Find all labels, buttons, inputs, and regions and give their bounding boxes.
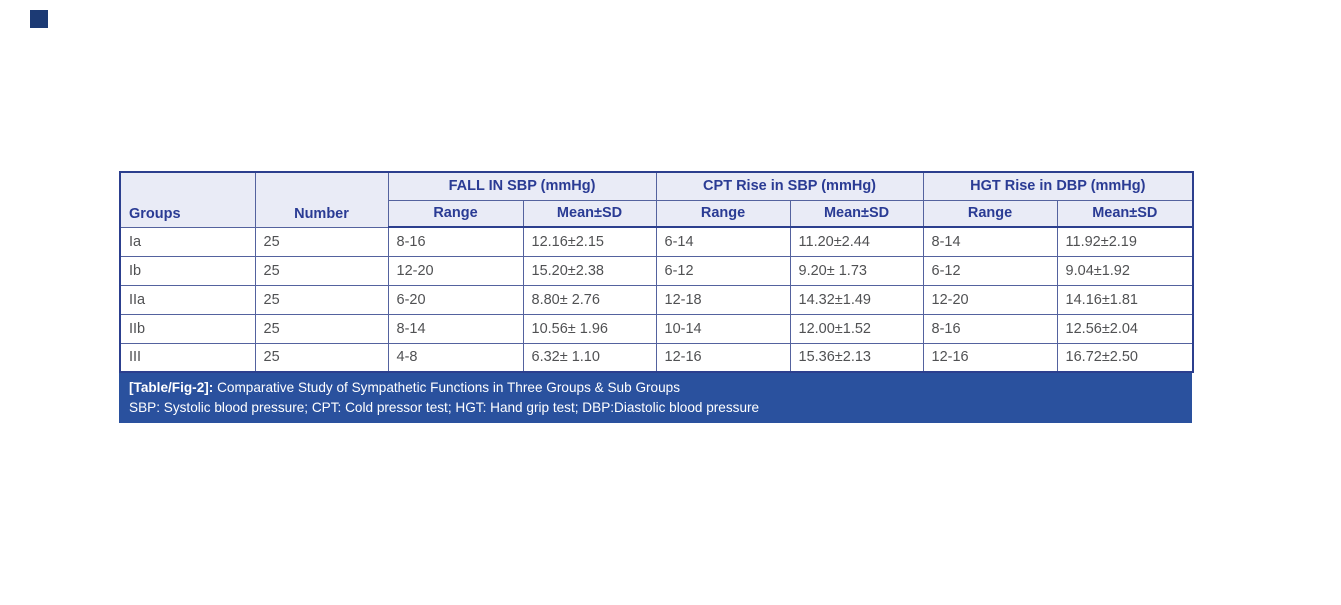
cell-hgt-mean: 9.04±1.92 [1056,255,1194,286]
cell-hgt-mean: 12.56±2.04 [1056,313,1194,344]
subheader-cpt-mean: Mean±SD [789,199,924,228]
cell-hgt-mean: 14.16±1.81 [1056,284,1194,315]
cell-hgt-range: 6-12 [922,255,1058,286]
cell-fall-mean: 15.20±2.38 [522,255,657,286]
cell-cpt-range: 6-12 [655,255,791,286]
column-group-cpt-sbp: CPT Rise in SBP (mmHg) [655,171,924,201]
cell-hgt-range: 12-16 [922,342,1058,373]
cell-cpt-range: 10-14 [655,313,791,344]
cell-cpt-mean: 14.32±1.49 [789,284,924,315]
table-row: IIb 25 8-14 10.56± 1.96 10-14 12.00±1.52… [119,313,1194,344]
cell-cpt-mean: 11.20±2.44 [789,226,924,257]
cell-fall-range: 12-20 [387,255,524,286]
table-row: Ib 25 12-20 15.20±2.38 6-12 9.20± 1.73 6… [119,255,1194,286]
cell-fall-mean: 6.32± 1.10 [522,342,657,373]
cell-number: 25 [254,313,389,344]
cell-number: 25 [254,284,389,315]
cell-group: Ib [119,255,256,286]
table-caption-bar: [Table/Fig-2]: Comparative Study of Symp… [119,373,1192,423]
sympathetic-functions-table: Groups Number FALL IN SBP (mmHg) CPT Ris… [119,171,1195,373]
cell-group: IIb [119,313,256,344]
subheader-hgt-range: Range [922,199,1058,228]
cell-fall-range: 6-20 [387,284,524,315]
cell-fall-mean: 8.80± 2.76 [522,284,657,315]
cell-fall-range: 8-14 [387,313,524,344]
cell-fall-mean: 12.16±2.15 [522,226,657,257]
cell-number: 25 [254,226,389,257]
cell-group: III [119,342,256,373]
cell-hgt-mean: 11.92±2.19 [1056,226,1194,257]
cell-cpt-mean: 9.20± 1.73 [789,255,924,286]
column-header-groups: Groups [119,171,256,228]
cell-group: IIa [119,284,256,315]
cell-cpt-range: 12-18 [655,284,791,315]
cell-cpt-mean: 12.00±1.52 [789,313,924,344]
table-row: Ia 25 8-16 12.16±2.15 6-14 11.20±2.44 8-… [119,226,1194,257]
subheader-cpt-range: Range [655,199,791,228]
cell-hgt-range: 8-16 [922,313,1058,344]
caption-title-line: [Table/Fig-2]: Comparative Study of Symp… [129,378,1182,398]
subheader-fall-mean: Mean±SD [522,199,657,228]
cell-number: 25 [254,255,389,286]
cell-hgt-range: 12-20 [922,284,1058,315]
caption-figure-label: [Table/Fig-2]: [129,380,214,395]
cell-fall-mean: 10.56± 1.96 [522,313,657,344]
cell-cpt-range: 6-14 [655,226,791,257]
cell-hgt-range: 8-14 [922,226,1058,257]
cell-number: 25 [254,342,389,373]
table-figure: Groups Number FALL IN SBP (mmHg) CPT Ris… [119,171,1195,423]
subheader-hgt-mean: Mean±SD [1056,199,1194,228]
cell-fall-range: 8-16 [387,226,524,257]
table-row: III 25 4-8 6.32± 1.10 12-16 15.36±2.13 1… [119,342,1194,373]
column-group-hgt-dbp: HGT Rise in DBP (mmHg) [922,171,1194,201]
header-row-sub: Range Mean±SD Range Mean±SD Range Mean±S… [120,199,1194,228]
caption-title-text: Comparative Study of Sympathetic Functio… [213,380,681,395]
corner-marker-square [30,10,48,28]
cell-cpt-mean: 15.36±2.13 [789,342,924,373]
column-header-number: Number [254,171,389,228]
subheader-fall-range: Range [387,199,524,228]
table-row: IIa 25 6-20 8.80± 2.76 12-18 14.32±1.49 … [119,284,1194,315]
cell-hgt-mean: 16.72±2.50 [1056,342,1194,373]
cell-cpt-range: 12-16 [655,342,791,373]
header-row-groups: Groups Number FALL IN SBP (mmHg) CPT Ris… [119,171,1194,228]
column-group-fall-sbp: FALL IN SBP (mmHg) [387,171,657,201]
cell-group: Ia [119,226,256,257]
caption-footnote-line: SBP: Systolic blood pressure; CPT: Cold … [129,399,760,415]
cell-fall-range: 4-8 [387,342,524,373]
